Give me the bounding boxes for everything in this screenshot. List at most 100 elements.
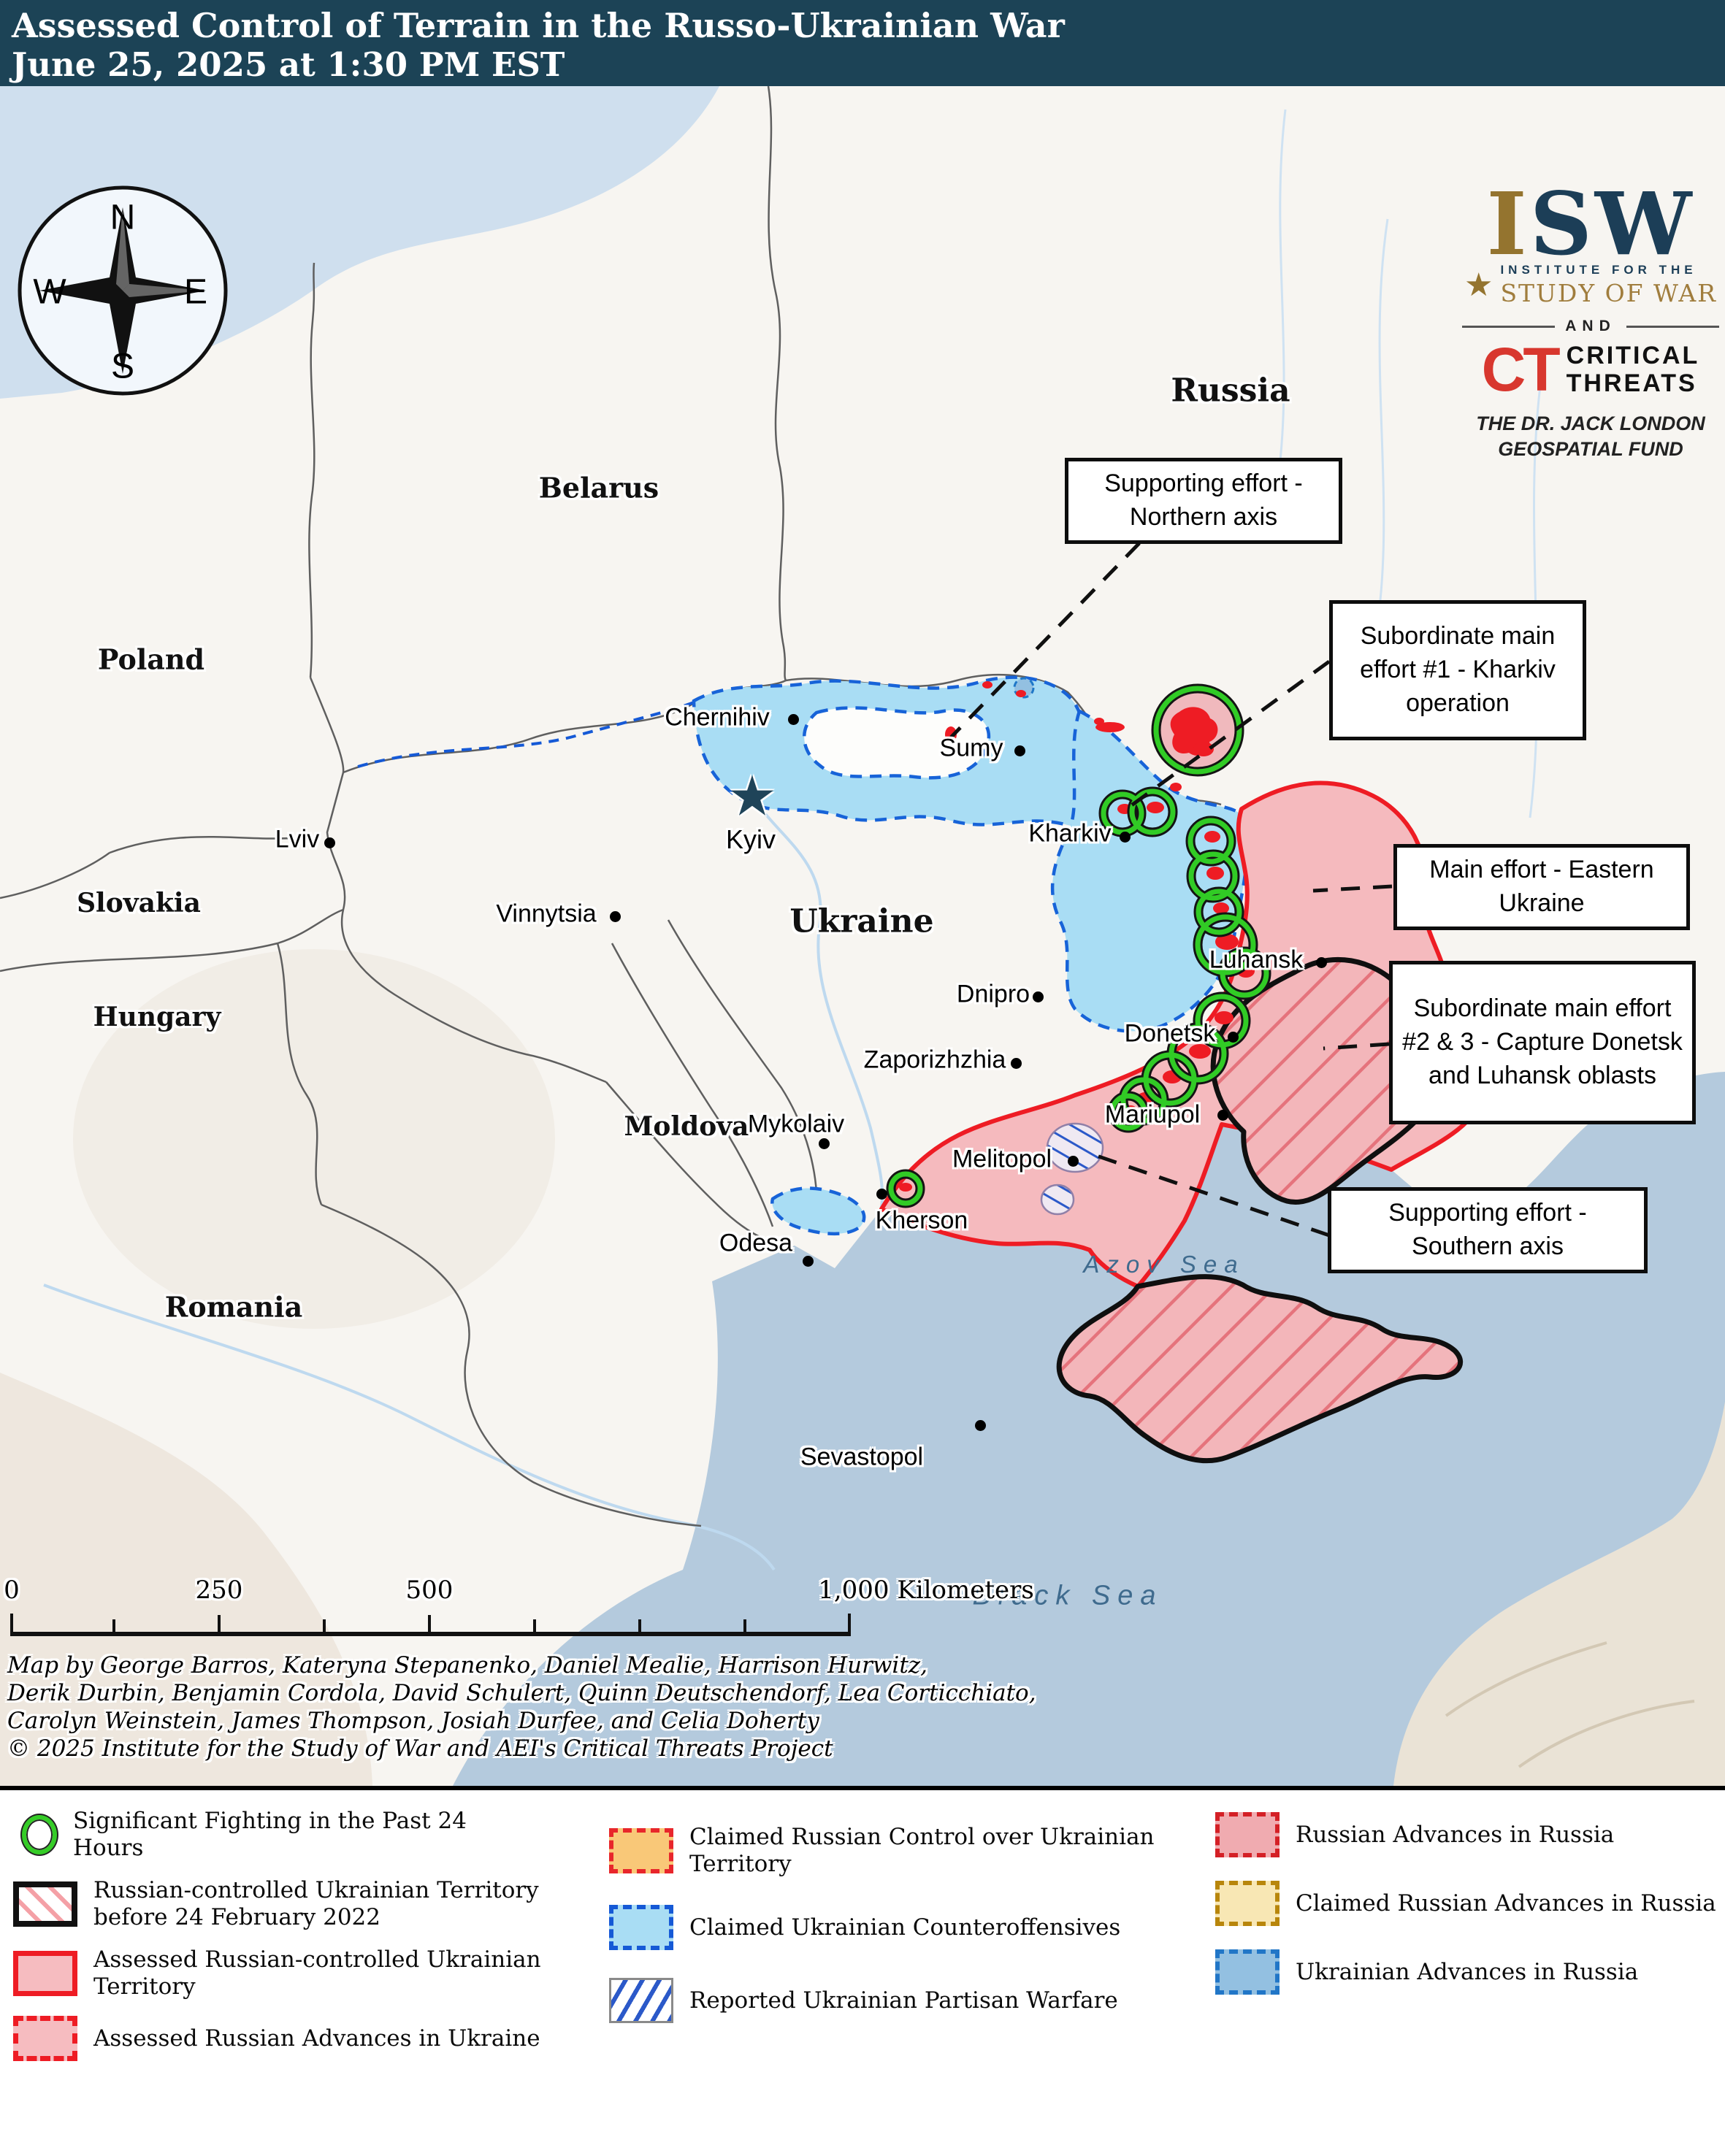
- callout-supporting-effort-southern-axis: Supporting effort - Southern axis: [1328, 1187, 1648, 1273]
- city-label-chernihiv: Chernihiv: [665, 703, 770, 732]
- sea-label-azov-sea: Azov Sea: [1083, 1251, 1245, 1278]
- legend-swatch-ru-adv-ukraine: [13, 2016, 77, 2062]
- legend-swatch-claimed-ru-control: [609, 1827, 673, 1873]
- isw-wordmark: ISW: [1486, 173, 1695, 275]
- country-label-romania: Romania: [164, 1290, 303, 1324]
- ct-critical-line: CRITICAL: [1566, 342, 1700, 370]
- caucasus-terrain: [1393, 1402, 1725, 1786]
- legend-swatch-claimed-ru-adv-russia: [1215, 1881, 1280, 1926]
- legend-item-claimed-ua-counter: Claimed Ukrainian Counteroffensives: [609, 1905, 1215, 1951]
- city-dot-vinnytsia: [610, 911, 621, 922]
- city-dot-zaporizhzhia: [1011, 1058, 1022, 1069]
- mountain-ridges: [1445, 1641, 1695, 1768]
- legend-swatch-sig-fighting: [22, 1814, 57, 1854]
- geospatial-fund-credit: THE DR. JACK LONDON GEOSPATIAL FUND: [1476, 412, 1705, 460]
- critical-threats-logo: CT CRITICAL THREATS: [1455, 335, 1725, 404]
- city-dot-melitopol: [1068, 1156, 1079, 1167]
- city-label-sevastopol: Sevastopol: [800, 1443, 924, 1471]
- danube-river: [43, 1284, 776, 1571]
- legend-swatch-partisan: [609, 1978, 673, 2024]
- city-label-sumy: Sumy: [939, 734, 1003, 762]
- compass-s: S: [110, 347, 135, 386]
- country-label-ukraine: Ukraine: [789, 902, 934, 940]
- legend-label-ru-adv-russia: Russian Advances in Russia: [1296, 1821, 1615, 1848]
- city-dot-chernihiv: [788, 714, 799, 725]
- isw-ct-logo: ISW ★ INSTITUTE FOR THE STUDY OF WAR AND…: [1455, 181, 1725, 462]
- callout-subordinate-main-effort-1-kharkiv-operat: Subordinate main effort #1 - Kharkiv ope…: [1329, 600, 1586, 740]
- isw-study-line: STUDY OF WAR: [1500, 279, 1717, 307]
- legend-column-3: Russian Advances in Russia Claimed Russia…: [1215, 1790, 1725, 2156]
- city-label-zaporizhzhia: Zaporizhzhia: [863, 1046, 1006, 1074]
- partisan-warfare-mark: [1040, 1184, 1075, 1216]
- city-dot-luhansk: [1316, 957, 1327, 968]
- country-label-hungary: Hungary: [93, 1002, 221, 1032]
- partisan-warfare-mark: [1046, 1122, 1104, 1173]
- map-title-line1: Assessed Control of Terrain in the Russo…: [12, 6, 1065, 45]
- legend-item-claimed-ru-control: Claimed Russian Control over Ukrainian T…: [609, 1824, 1215, 1877]
- compass-w: W: [33, 272, 66, 312]
- title-bar: Assessed Control of Terrain in the Russo…: [0, 0, 1725, 86]
- russian-advance-blobs: [899, 681, 1255, 1192]
- legend-item-sig-fighting: Significant Fighting in the Past 24 Hour…: [13, 1808, 609, 1861]
- isw-subtitle: ★ INSTITUTE FOR THE STUDY OF WAR: [1455, 263, 1725, 307]
- isw-institute-line: INSTITUTE FOR THE: [1500, 263, 1697, 277]
- carpathians-terrain: [73, 949, 555, 1329]
- balkan-terrain: [0, 1373, 372, 1786]
- country-borders: [0, 86, 1222, 1527]
- legend-swatch-ua-adv-russia: [1215, 1949, 1280, 1995]
- credits-line: Carolyn Weinstein, James Thompson, Josia…: [7, 1708, 819, 1734]
- legend-label-claimed-ua-counter: Claimed Ukrainian Counteroffensives: [689, 1914, 1121, 1941]
- logo-and-divider: AND: [1462, 318, 1719, 335]
- city-dot-dnipro: [1033, 991, 1044, 1002]
- legend-item-claimed-ru-adv-russia: Claimed Russian Advances in Russia: [1215, 1881, 1725, 1926]
- city-label-donetsk: Donetsk: [1124, 1019, 1216, 1048]
- legend-swatch-ru-adv-russia: [1215, 1812, 1280, 1857]
- legend-swatch-pre-2022: [13, 1881, 77, 1927]
- legend-label-partisan: Reported Ukrainian Partisan Warfare: [689, 1987, 1118, 2014]
- compass-rose: N E S W: [15, 183, 231, 399]
- legend-swatch-claimed-ua-counter: [609, 1905, 673, 1951]
- scale-tick-label-1-000-kilometers: 1,000 Kilometers: [818, 1576, 1034, 1605]
- legend-label-ua-adv-russia: Ukrainian Advances in Russia: [1296, 1958, 1639, 1985]
- legend-label-claimed-ru-control: Claimed Russian Control over Ukrainian T…: [689, 1824, 1155, 1877]
- country-label-poland: Poland: [97, 642, 205, 676]
- callout-main-effort-eastern-ukraine: Main effort - Eastern Ukraine: [1393, 844, 1690, 930]
- country-label-moldova: Moldova: [624, 1111, 749, 1142]
- map-legend: Significant Fighting in the Past 24 Hour…: [0, 1786, 1725, 2156]
- country-label-slovakia: Slovakia: [77, 888, 201, 918]
- legend-item-ru-adv-russia: Russian Advances in Russia: [1215, 1812, 1725, 1857]
- pre-2022-crimea-region: [1056, 1274, 1464, 1464]
- legend-column-1: Significant Fighting in the Past 24 Hour…: [0, 1790, 609, 2156]
- legend-label-ru-adv-ukraine: Assessed Russian Advances in Ukraine: [93, 2025, 540, 2052]
- city-dot-kherson: [876, 1189, 887, 1200]
- legend-label-sig-fighting: Significant Fighting in the Past 24 Hour…: [73, 1808, 467, 1861]
- city-dot-mykolaiv: [819, 1138, 830, 1149]
- credits-line: © 2025 Institute for the Study of War an…: [7, 1735, 833, 1762]
- legend-label-claimed-ru-adv-russia: Claimed Russian Advances in Russia: [1296, 1890, 1716, 1917]
- ct-monogram: CT: [1481, 335, 1561, 404]
- credits-line: Map by George Barros, Kateryna Stepanenk…: [7, 1652, 927, 1679]
- city-label-kharkiv: Kharkiv: [1028, 819, 1112, 848]
- sea-label-black-sea: Black Sea: [972, 1580, 1163, 1611]
- city-label-melitopol: Melitopol: [952, 1145, 1052, 1173]
- significant-fighting-circles: [886, 683, 1271, 1208]
- credits-line: Derik Durbin, Benjamin Cordola, David Sc…: [7, 1680, 1036, 1706]
- legend-label-pre-2022: Russian-controlled Ukrainian Territory b…: [93, 1877, 539, 1930]
- map-layers: [0, 86, 1725, 1786]
- city-dot-mariupol: [1217, 1110, 1228, 1121]
- country-label-belarus: Belarus: [538, 471, 659, 505]
- scale-tick-label-250: 250: [195, 1576, 243, 1605]
- compass-e: E: [183, 272, 208, 312]
- capital-star-icon: ★: [727, 765, 778, 828]
- compass-n: N: [110, 198, 136, 237]
- city-label-luhansk: Luhansk: [1209, 945, 1304, 974]
- map-credits: Map by George Barros, Kateryna Stepanenk…: [7, 1651, 1036, 1762]
- isw-star-icon: ★: [1464, 266, 1493, 303]
- city-dot-sevastopol: [975, 1420, 986, 1431]
- callout-supporting-effort-northern-axis: Supporting effort - Northern axis: [1065, 458, 1342, 544]
- city-label-odesa: Odesa: [719, 1229, 793, 1257]
- compass-graphic: [18, 185, 228, 396]
- legend-swatch-assessed-ru: [13, 1950, 77, 1996]
